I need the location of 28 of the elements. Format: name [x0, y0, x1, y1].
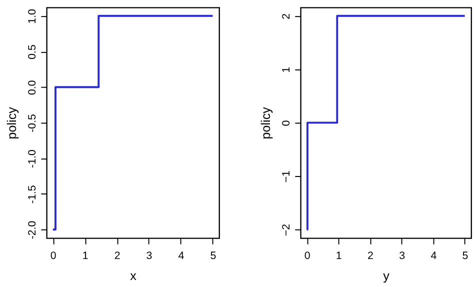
y-tick-label: 0.5 [26, 44, 38, 60]
x-tick-label: 5 [210, 250, 216, 262]
y-tick-label: -1.5 [26, 185, 38, 204]
x-tick-label: 1 [336, 250, 342, 262]
y-tick-label: 2 [280, 13, 292, 20]
y-tick-label: -1.0 [26, 150, 38, 168]
y-tick-label: -2.0 [26, 220, 38, 240]
x-tick-label: 3 [399, 250, 406, 262]
y-tick-label: -0.5 [26, 114, 38, 132]
y-axis-title: policy [258, 106, 273, 140]
x-axis-title: y [383, 269, 390, 284]
x-tick-label: 2 [368, 250, 374, 262]
y-tick-label: 1 [280, 66, 292, 73]
y-tick-label: −1 [280, 170, 292, 183]
x-tick-label: 3 [146, 250, 152, 262]
y-axis-title: policy [4, 106, 19, 140]
x-tick-label: 0 [304, 250, 310, 262]
x-tick-label: 5 [462, 250, 468, 262]
y-tick-label: 0 [280, 120, 292, 126]
y-tick-label: 0.0 [26, 80, 38, 95]
x-tick-label: 0 [50, 250, 56, 262]
y-tick-label: 1.0 [26, 8, 38, 24]
x-tick-label: 1 [82, 250, 88, 262]
x-tick-label: 2 [114, 250, 120, 262]
x-tick-label: 4 [430, 250, 437, 262]
x-tick-label: 4 [178, 250, 184, 262]
x-axis-title: x [130, 269, 138, 284]
y-tick-label: −2 [280, 224, 292, 236]
